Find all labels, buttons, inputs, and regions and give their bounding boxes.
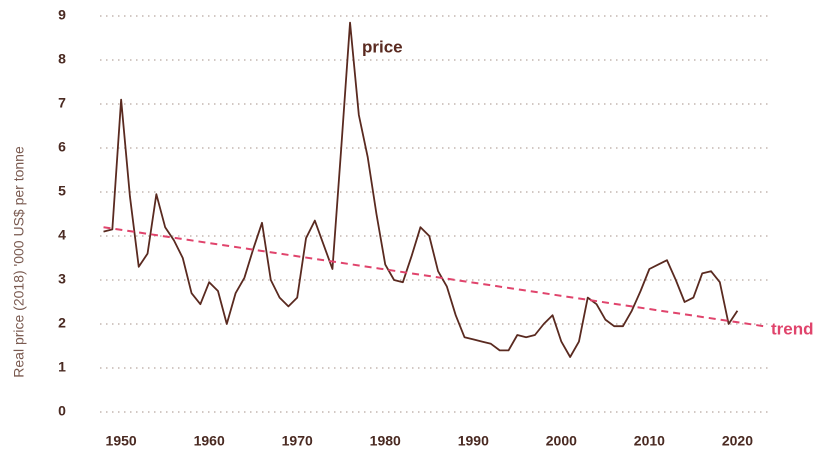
x-tick-label: 1970 [282,433,313,449]
x-tick-label: 2000 [546,433,577,449]
price-annotation: price [362,37,403,56]
x-tick-label: 1980 [370,433,401,449]
y-tick-label: 4 [58,227,66,243]
x-tick-label: 1960 [194,433,225,449]
y-tick-label: 1 [58,359,66,375]
y-tick-label: 3 [58,271,66,287]
y-tick-label: 6 [58,139,66,155]
y-tick-label: 7 [58,95,66,111]
x-tick-label: 2010 [634,433,665,449]
y-tick-label: 2 [58,315,66,331]
y-tick-label: 5 [58,183,66,199]
y-tick-label: 8 [58,51,66,67]
y-tick-label: 9 [58,7,66,23]
x-tick-label: 2020 [722,433,753,449]
x-tick-label: 1950 [106,433,137,449]
y-tick-label: 0 [58,403,66,419]
x-tick-label: 1990 [458,433,489,449]
line-trend [103,226,764,328]
y-axis-label: Real price (2018) '000 US$ per tonne [11,146,27,378]
trend-annotation: trend [771,319,814,338]
line-price [103,21,739,358]
